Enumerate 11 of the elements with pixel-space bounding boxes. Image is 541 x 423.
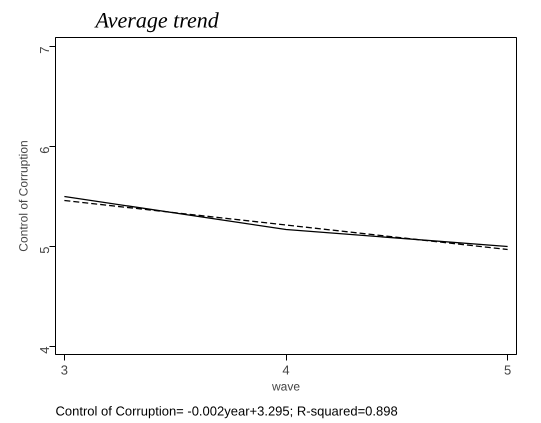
y-tick-label: 4 [37,346,52,354]
y-tick-label: 5 [37,246,52,254]
x-axis-title: wave [270,380,300,394]
y-tick-label: 7 [37,46,52,54]
x-tick-label: 3 [60,362,68,378]
y-tick-label: 6 [37,146,52,154]
x-tick-label: 5 [504,362,512,378]
chart-title: Average trend [94,8,220,32]
y-axis-title: Control of Corruption [16,140,30,252]
x-tick-label: 4 [282,362,290,378]
text: Control of Corruption= -0.002year+3.295; R-squared=0.898 [56,404,398,418]
